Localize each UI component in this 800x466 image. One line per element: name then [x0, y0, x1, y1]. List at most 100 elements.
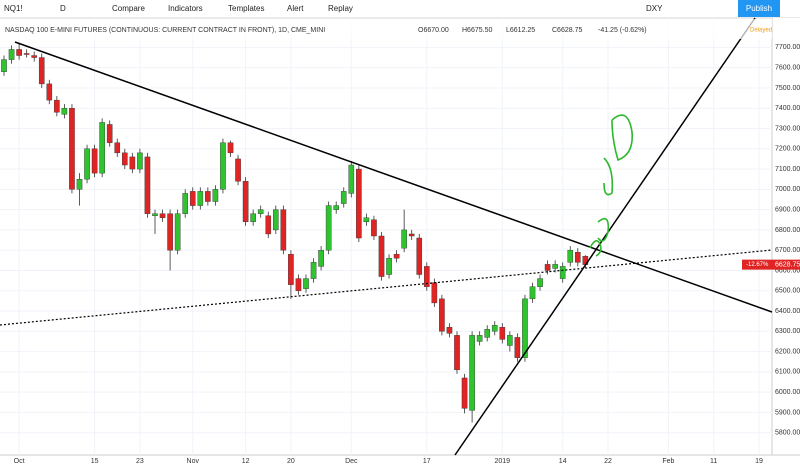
candle-body: [476, 335, 483, 342]
candle-body: [363, 217, 370, 222]
candle-body: [174, 213, 181, 251]
y-tick-label: 6900.00: [775, 206, 800, 213]
candle-body: [1, 59, 7, 72]
candle-body: [69, 108, 75, 190]
y-tick-label: 5900.00: [775, 409, 800, 416]
x-tick-label: 17: [423, 458, 431, 465]
candle-body: [114, 142, 121, 154]
grid: [0, 18, 772, 455]
toolbar: [0, 0, 800, 18]
x-tick-label: Oct: [14, 458, 25, 465]
candle-body: [393, 254, 400, 259]
publish-button[interactable]: [738, 0, 780, 17]
y-tick-label: 6600.00: [775, 267, 800, 274]
candle-body: [8, 49, 15, 60]
candle-body: [280, 209, 287, 251]
candle-body: [205, 191, 211, 202]
ohlc-value: H6675.50: [462, 27, 492, 34]
toolbar-item[interactable]: Compare: [112, 4, 145, 13]
candles: [1, 43, 589, 423]
candle-body: [220, 142, 226, 190]
chart-title: NASDAQ 100 E-MINI FUTURES (CONTINUOUS: C…: [5, 27, 325, 34]
x-tick-label: Dec: [345, 458, 358, 465]
candle-body: [159, 213, 166, 218]
candle-body: [189, 191, 196, 206]
candle-body: [401, 229, 407, 249]
candle-body: [91, 148, 98, 174]
publish-label[interactable]: Publish: [746, 4, 772, 13]
candle-body: [61, 108, 68, 115]
candle-body: [537, 278, 543, 287]
candle-body: [310, 262, 317, 279]
candle-body: [167, 213, 173, 251]
candle-body: [348, 164, 355, 194]
candle-body: [152, 213, 158, 216]
x-tick-label: 23: [136, 458, 144, 465]
candle-body: [38, 57, 45, 85]
x-tick-label: 15: [91, 458, 99, 465]
toolbar-item[interactable]: Templates: [228, 4, 264, 13]
last-price: 6628.75: [775, 261, 800, 268]
candle-body: [416, 237, 423, 275]
candle-body: [295, 278, 302, 291]
toolbar-item[interactable]: Replay: [328, 4, 353, 13]
candle-body: [544, 264, 551, 271]
candle-body: [257, 209, 264, 214]
y-tick-label: 7100.00: [775, 166, 800, 173]
ohlc: O6670.00 H6675.50 L6612.25 C6628.75 -41.25 (…: [418, 27, 647, 34]
candle-body: [454, 335, 460, 371]
trendline[interactable]: [14, 41, 773, 313]
toolbar-item[interactable]: Indicators: [168, 4, 203, 13]
last-price-tag: [742, 259, 800, 270]
candle-body: [182, 193, 189, 214]
trendline[interactable]: [454, 17, 756, 456]
y-tick-label: 6000.00: [775, 389, 800, 396]
trendline[interactable]: [0, 249, 773, 326]
y-tick-label: 7600.00: [775, 65, 800, 72]
candle-body: [461, 377, 468, 409]
x-tick-label: 19: [755, 458, 763, 465]
candle-body: [514, 337, 521, 358]
candle-body: [340, 191, 347, 204]
y-tick-label: 7000.00: [775, 186, 800, 193]
candle-body: [575, 252, 581, 263]
candle-body: [325, 205, 332, 251]
candle-body: [431, 282, 438, 304]
axes: 5800.00 5900.00 6000.00 6100.00 6200.00 6300.…: [14, 44, 800, 465]
interval[interactable]: D: [60, 4, 66, 13]
candle-body: [507, 335, 513, 346]
candle-body: [46, 83, 53, 101]
candle-body: [424, 266, 430, 287]
toolbar-item[interactable]: Alert: [287, 4, 304, 13]
candle-body: [54, 99, 60, 113]
y-tick-label: 7200.00: [775, 146, 800, 153]
y-tick-label: 6400.00: [775, 308, 800, 315]
y-tick-label: 7300.00: [775, 125, 800, 132]
y-tick-label: 5800.00: [775, 430, 800, 437]
candle-body: [129, 156, 136, 170]
y-tick-label: 6200.00: [775, 348, 800, 355]
candle-body: [242, 181, 249, 222]
candle-body: [235, 158, 241, 182]
candle-body: [446, 327, 453, 334]
y-tick-label: 7700.00: [775, 44, 800, 51]
compare-symbol[interactable]: DXY: [646, 4, 663, 13]
candle-body: [522, 298, 528, 358]
price-axis: [772, 18, 800, 455]
candle-body: [559, 266, 566, 279]
y-tick-label: 7500.00: [775, 85, 800, 92]
y-tick-label: 6300.00: [775, 328, 800, 335]
symbol[interactable]: NQ1!: [4, 4, 23, 13]
candle-body: [386, 258, 392, 275]
candle-body: [212, 189, 219, 202]
candle-body: [356, 168, 362, 239]
x-tick-label: 22: [604, 458, 612, 465]
y-tick-label: 6500.00: [775, 288, 800, 295]
candle-body: [137, 152, 143, 170]
ohlc-value: C6628.75: [552, 27, 582, 34]
y-tick-label: 7400.00: [775, 105, 800, 112]
candle-body: [378, 235, 385, 277]
candle-body: [408, 233, 415, 237]
toolbar-items: Compare Indicators Templates Alert Replay: [112, 4, 353, 13]
delayed-badge: Delayed: [750, 28, 772, 34]
